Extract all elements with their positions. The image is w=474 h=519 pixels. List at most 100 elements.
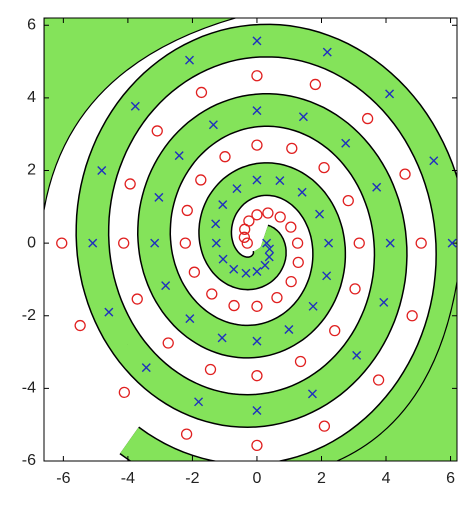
x-marker xyxy=(141,363,151,373)
o-marker xyxy=(349,283,361,295)
x-marker xyxy=(217,333,227,343)
x-stroke xyxy=(429,156,439,166)
o-marker xyxy=(274,211,286,223)
o-marker xyxy=(195,174,207,186)
x-tick-label: -4 xyxy=(121,470,135,487)
x-stroke xyxy=(208,120,218,130)
x-marker xyxy=(218,200,228,210)
o-marker xyxy=(399,168,411,180)
x-marker xyxy=(104,307,114,317)
o-marker xyxy=(262,207,274,219)
x-stroke xyxy=(211,238,221,248)
o-marker xyxy=(292,256,304,269)
o-marker xyxy=(342,194,354,207)
o-marker xyxy=(251,209,263,221)
x-marker xyxy=(252,266,262,276)
x-stroke xyxy=(229,264,239,274)
o-marker xyxy=(318,161,330,174)
x-marker xyxy=(174,151,184,161)
o-marker xyxy=(206,288,218,300)
x-stroke xyxy=(308,301,318,311)
x-stroke xyxy=(141,363,151,373)
decision-region xyxy=(44,18,457,461)
y-tick-label: -6 xyxy=(22,452,36,469)
x-marker xyxy=(241,268,251,278)
x-marker xyxy=(150,238,160,248)
o-marker xyxy=(353,237,365,249)
x-marker xyxy=(275,176,285,186)
o-marker xyxy=(219,151,231,163)
o-marker xyxy=(179,237,191,249)
x-stroke xyxy=(252,406,262,416)
o-marker xyxy=(309,78,322,91)
x-marker xyxy=(264,252,274,262)
x-marker xyxy=(385,238,395,248)
o-marker xyxy=(372,374,385,386)
x-marker xyxy=(262,238,272,248)
o-marker xyxy=(238,231,251,243)
x-marker xyxy=(322,47,332,57)
o-marker xyxy=(285,221,297,233)
x-stroke xyxy=(297,187,307,197)
x-marker xyxy=(447,238,457,248)
x-stroke xyxy=(252,106,262,116)
x-stroke xyxy=(252,336,262,346)
y-tick-label: 4 xyxy=(27,89,36,106)
x-marker xyxy=(194,397,204,407)
x-stroke xyxy=(232,184,242,194)
x-stroke xyxy=(185,314,195,324)
x-marker xyxy=(161,281,171,291)
x-marker xyxy=(324,238,334,248)
x-stroke xyxy=(322,47,332,57)
plot-frame xyxy=(43,17,458,462)
x-stroke xyxy=(252,266,262,276)
x-stroke xyxy=(217,333,227,343)
x-stroke xyxy=(161,281,171,291)
x-marker xyxy=(315,209,325,219)
x-stroke xyxy=(252,175,262,185)
x-stroke xyxy=(322,271,332,281)
o-marker xyxy=(251,139,263,151)
x-stroke xyxy=(97,166,107,176)
o-marker xyxy=(180,428,193,440)
x-tick-label: 4 xyxy=(382,470,391,487)
x-marker xyxy=(218,254,228,264)
x-marker xyxy=(252,36,262,46)
x-stroke xyxy=(447,238,457,248)
x-stroke xyxy=(154,192,164,202)
x-marker xyxy=(130,101,140,111)
x-stroke xyxy=(194,397,204,407)
o-marker xyxy=(195,86,208,99)
x-marker xyxy=(307,389,317,399)
x-marker xyxy=(298,112,308,122)
x-marker xyxy=(252,175,262,185)
o-marker xyxy=(118,386,130,399)
x-marker xyxy=(211,219,221,229)
o-marker xyxy=(406,310,418,322)
region-corner xyxy=(44,18,238,211)
x-tick-label: -6 xyxy=(56,470,70,487)
x-marker xyxy=(322,271,332,281)
x-marker xyxy=(341,138,351,148)
o-marker xyxy=(329,324,341,337)
x-marker xyxy=(429,156,439,166)
o-marker xyxy=(228,299,240,312)
x-tick-label: 0 xyxy=(253,470,262,487)
x-stroke xyxy=(241,268,251,278)
o-marker xyxy=(251,370,263,382)
x-stroke xyxy=(130,101,140,111)
x-marker xyxy=(252,406,262,416)
o-marker xyxy=(286,142,298,155)
o-marker xyxy=(131,293,143,305)
x-tick-label: 2 xyxy=(317,470,326,487)
x-stroke xyxy=(174,151,184,161)
o-marker xyxy=(415,237,427,249)
x-stroke xyxy=(88,238,98,248)
x-stroke xyxy=(150,238,160,248)
x-marker xyxy=(252,106,262,116)
o-marker xyxy=(204,363,217,376)
x-stroke xyxy=(218,200,228,210)
x-stroke xyxy=(341,138,351,148)
x-marker xyxy=(211,238,221,248)
